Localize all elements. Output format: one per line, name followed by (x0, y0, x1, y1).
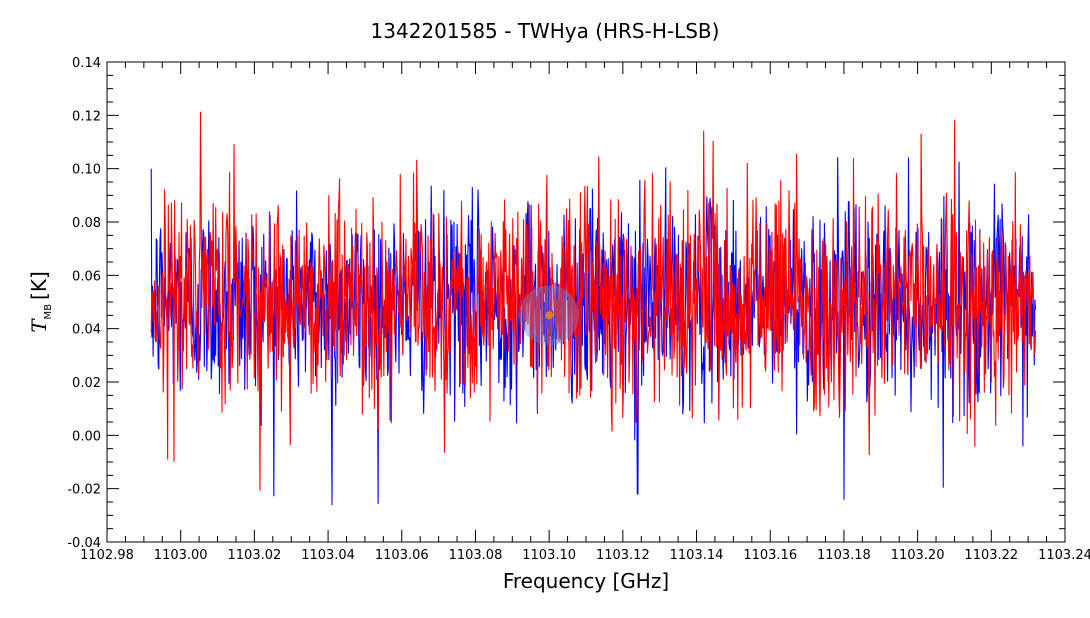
y-axis-unit: [K] (27, 271, 51, 300)
svg-text:TMB[K]: TMB [K] (27, 271, 54, 333)
x-tick-label: 1103.12 (596, 548, 650, 563)
y-tick-label: 0.02 (72, 376, 101, 391)
x-tick-label: 1103.00 (154, 548, 208, 563)
x-tick-label: 1103.04 (301, 548, 355, 563)
ticks-layer (106, 61, 1066, 543)
chart-title: 1342201585 - TWHya (HRS-H-LSB) (371, 19, 720, 43)
y-tick-label: 0.12 (72, 109, 101, 124)
y-tick-label: -0.02 (67, 483, 101, 498)
y-tick-label: 0.00 (72, 429, 101, 444)
series-line (150, 111, 1037, 491)
y-axis-label: TMB [K] (27, 271, 54, 333)
series-line (150, 157, 1037, 506)
x-tick-label: 1103.02 (228, 548, 282, 563)
x-tick-label: 1103.20 (891, 548, 945, 563)
x-tick-label: 1103.10 (522, 548, 576, 563)
highlight-layer (519, 285, 580, 346)
y-axis-symbol: T (27, 318, 51, 333)
x-tick-label: 1103.22 (964, 548, 1018, 563)
y-axis-subscript: MB (43, 304, 54, 320)
y-tick-labels: -0.04 -0.02 0.00 0.02 0.04 0.06 0.08 0.10 0.12 0.… (67, 56, 101, 551)
y-tick-label: -0.04 (67, 536, 101, 551)
x-tick-label: 1103.16 (743, 548, 797, 563)
y-tick-label: 0.14 (72, 56, 101, 71)
series-layer (150, 111, 1037, 506)
x-tick-label: 1103.08 (449, 548, 503, 563)
x-tick-label: 1103.06 (375, 548, 429, 563)
x-tick-label: 1102.98 (80, 548, 134, 563)
y-tick-label: 0.10 (72, 163, 101, 178)
x-axis-label: Frequency [GHz] (503, 569, 669, 593)
y-tick-label: 0.08 (72, 216, 101, 231)
x-tick-label: 1103.24 (1038, 548, 1090, 563)
x-tick-label: 1103.18 (817, 548, 871, 563)
x-tick-label: 1103.14 (670, 548, 724, 563)
x-tick-labels: 1102.98 1103.00 1103.02 1103.04 1103.06 1103.… (80, 548, 1090, 563)
highlight-center (545, 311, 554, 320)
y-tick-label: 0.04 (72, 323, 101, 338)
y-tick-label: 0.06 (72, 269, 101, 284)
